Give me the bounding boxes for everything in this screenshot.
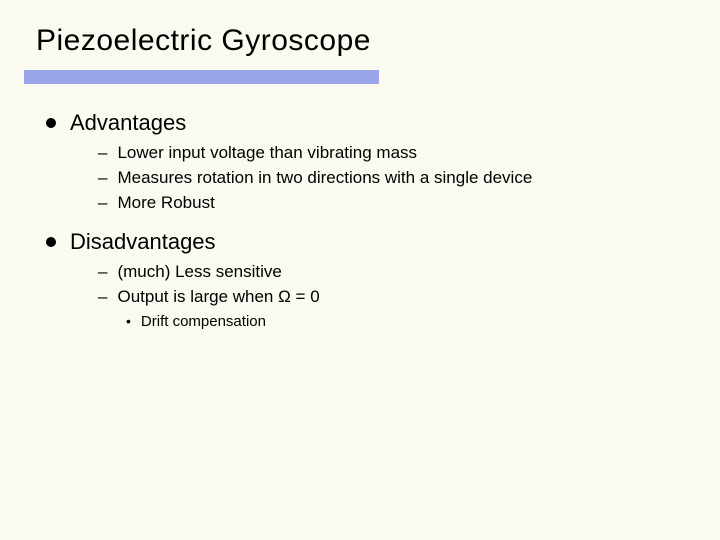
level2-text: (much) Less sensitive: [117, 261, 281, 284]
list-level1-item: Advantages: [46, 110, 690, 136]
list-level2-item: – Measures rotation in two directions wi…: [98, 167, 690, 190]
list-level2-item: – Output is large when Ω = 0: [98, 286, 690, 309]
slide-content: Advantages – Lower input voltage than vi…: [46, 110, 690, 344]
level1-label: Disadvantages: [70, 229, 216, 255]
level2-text: More Robust: [117, 192, 214, 215]
disc-bullet-icon: [46, 118, 56, 128]
dash-bullet-icon: –: [98, 193, 107, 213]
dash-bullet-icon: –: [98, 287, 107, 307]
level3-block: • Drift compensation: [126, 313, 690, 330]
list-level3-item: • Drift compensation: [126, 313, 690, 330]
slide-title: Piezoelectric Gyroscope: [36, 24, 371, 58]
dash-bullet-icon: –: [98, 262, 107, 282]
disc-bullet-icon: [46, 237, 56, 247]
dash-bullet-icon: –: [98, 143, 107, 163]
level1-label: Advantages: [70, 110, 186, 136]
list-level1-item: Disadvantages: [46, 229, 690, 255]
slide: Piezoelectric Gyroscope Advantages – Low…: [0, 0, 720, 540]
title-underline: [24, 70, 379, 84]
level2-text: Measures rotation in two directions with…: [117, 167, 532, 190]
level2-text: Lower input voltage than vibrating mass: [117, 142, 417, 165]
level3-text: Drift compensation: [141, 313, 266, 330]
list-level2-item: – Lower input voltage than vibrating mas…: [98, 142, 690, 165]
dot-bullet-icon: •: [126, 313, 131, 329]
list-level2-item: – (much) Less sensitive: [98, 261, 690, 284]
dash-bullet-icon: –: [98, 168, 107, 188]
level2-block: – Lower input voltage than vibrating mas…: [98, 142, 690, 215]
level2-text: Output is large when Ω = 0: [117, 286, 319, 309]
list-level2-item: – More Robust: [98, 192, 690, 215]
level2-block: – (much) Less sensitive – Output is larg…: [98, 261, 690, 330]
